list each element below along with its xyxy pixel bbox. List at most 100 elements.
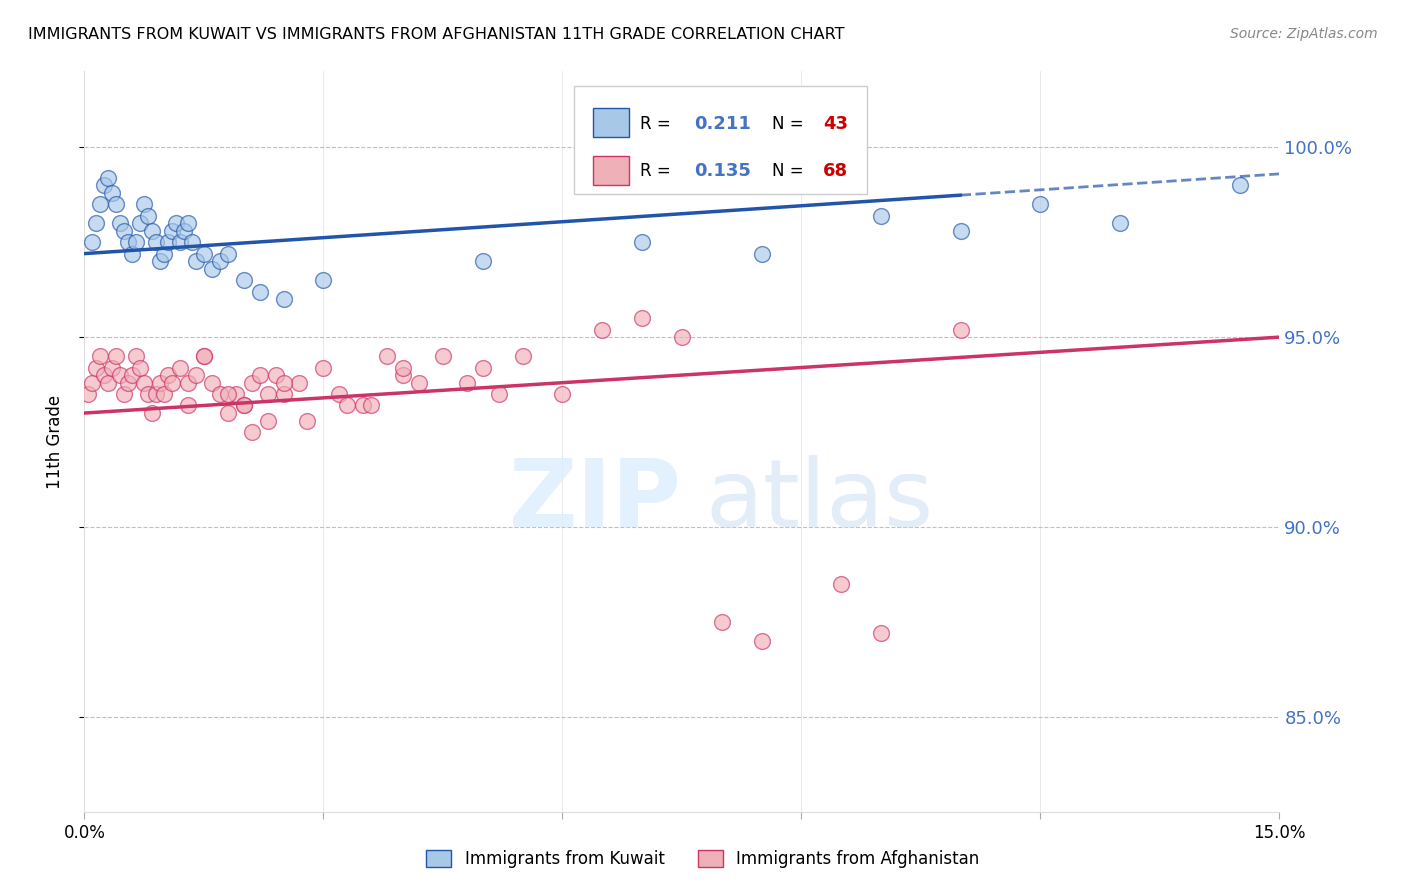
Point	[751, 633, 773, 648]
Point	[830, 577, 852, 591]
Point	[949, 224, 972, 238]
Point	[132, 376, 156, 390]
Point	[208, 254, 231, 268]
Text: ZIP: ZIP	[509, 455, 682, 547]
Point	[488, 387, 510, 401]
Text: atlas: atlas	[706, 455, 934, 547]
Point	[471, 360, 494, 375]
Point	[132, 197, 156, 211]
Point	[1029, 197, 1052, 211]
Point	[232, 399, 254, 413]
Point	[591, 322, 613, 336]
FancyBboxPatch shape	[575, 87, 868, 194]
Point	[93, 178, 115, 193]
Point	[1229, 178, 1251, 193]
Point	[141, 406, 163, 420]
Point	[160, 224, 183, 238]
Point	[375, 349, 398, 363]
Point	[110, 368, 132, 383]
Point	[77, 387, 100, 401]
Point	[336, 399, 359, 413]
Point	[184, 368, 207, 383]
Point	[201, 261, 224, 276]
Point	[89, 197, 111, 211]
Point	[249, 285, 271, 299]
Point	[232, 399, 254, 413]
Point	[392, 360, 415, 375]
Point	[82, 376, 104, 390]
Y-axis label: 11th Grade: 11th Grade	[45, 394, 63, 489]
Point	[193, 246, 215, 260]
Point	[240, 425, 263, 439]
Point	[870, 626, 893, 640]
Point	[217, 387, 239, 401]
Point	[110, 216, 132, 230]
Text: 0.135: 0.135	[695, 162, 751, 180]
Point	[273, 387, 295, 401]
Point	[97, 376, 120, 390]
Point	[184, 254, 207, 268]
Point	[129, 216, 152, 230]
Point	[352, 399, 374, 413]
Point	[671, 330, 693, 344]
Point	[157, 368, 180, 383]
Point	[201, 376, 224, 390]
Point	[173, 224, 195, 238]
Text: 43: 43	[823, 114, 848, 133]
Point	[149, 376, 172, 390]
Point	[256, 387, 278, 401]
Point	[112, 224, 135, 238]
Point	[145, 235, 167, 250]
Point	[288, 376, 311, 390]
Point	[328, 387, 350, 401]
Text: N =: N =	[772, 162, 803, 180]
Text: N =: N =	[772, 114, 803, 133]
Point	[408, 376, 430, 390]
Point	[112, 387, 135, 401]
Point	[101, 186, 124, 200]
Point	[105, 349, 128, 363]
Point	[149, 254, 172, 268]
Point	[512, 349, 534, 363]
Point	[360, 399, 382, 413]
Point	[297, 414, 319, 428]
Point	[1109, 216, 1132, 230]
Point	[160, 376, 183, 390]
Point	[456, 376, 478, 390]
Point	[89, 349, 111, 363]
Point	[193, 349, 215, 363]
Point	[101, 360, 124, 375]
Point	[870, 209, 893, 223]
Point	[312, 360, 335, 375]
Point	[208, 387, 231, 401]
Point	[157, 235, 180, 250]
Point	[86, 360, 108, 375]
Point	[169, 235, 191, 250]
Point	[82, 235, 104, 250]
Point	[710, 615, 733, 629]
FancyBboxPatch shape	[593, 109, 630, 136]
Point	[193, 349, 215, 363]
Point	[256, 414, 278, 428]
Text: Source: ZipAtlas.com: Source: ZipAtlas.com	[1230, 27, 1378, 41]
FancyBboxPatch shape	[593, 156, 630, 185]
Point	[232, 273, 254, 287]
Point	[312, 273, 335, 287]
Point	[273, 292, 295, 306]
Point	[136, 209, 159, 223]
Point	[153, 246, 176, 260]
Point	[217, 246, 239, 260]
Point	[117, 235, 139, 250]
Point	[86, 216, 108, 230]
Point	[249, 368, 271, 383]
Point	[225, 387, 247, 401]
Point	[240, 376, 263, 390]
Point	[177, 399, 200, 413]
Text: 68: 68	[823, 162, 848, 180]
Point	[181, 235, 204, 250]
Point	[631, 235, 654, 250]
Text: IMMIGRANTS FROM KUWAIT VS IMMIGRANTS FROM AFGHANISTAN 11TH GRADE CORRELATION CHA: IMMIGRANTS FROM KUWAIT VS IMMIGRANTS FRO…	[28, 27, 845, 42]
Point	[471, 254, 494, 268]
Point	[177, 216, 200, 230]
Point	[432, 349, 454, 363]
